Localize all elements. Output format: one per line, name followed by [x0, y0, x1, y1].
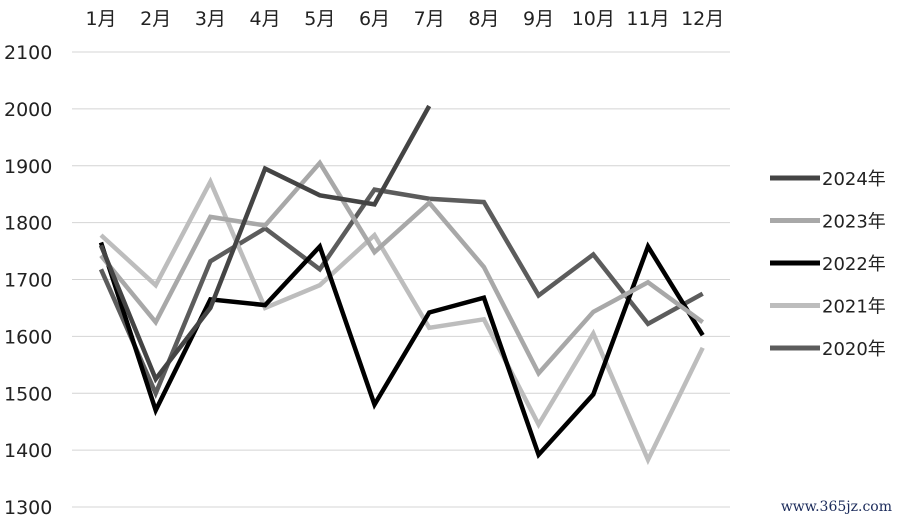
x-tick-label: 7月	[414, 8, 445, 30]
x-tick-label: 3月	[195, 8, 226, 30]
y-tick-label: 1900	[4, 156, 52, 178]
x-tick-label: 5月	[304, 8, 335, 30]
x-tick-label: 11月	[626, 8, 669, 30]
legend-label-3: 2021年	[822, 297, 886, 318]
y-tick-label: 1700	[4, 270, 52, 292]
y-tick-label: 2000	[4, 99, 52, 121]
x-tick-label: 6月	[359, 8, 390, 30]
x-tick-label: 4月	[250, 8, 281, 30]
x-tick-label: 2月	[140, 8, 171, 30]
y-tick-label: 1300	[4, 497, 52, 519]
x-axis-labels: 1月 2月 3月 4月 5月 6月 7月 8月 9月 10月 11月 12月	[85, 8, 724, 30]
legend-label-2: 2022年	[822, 254, 886, 275]
watermark: www.365jz.com	[780, 499, 892, 515]
y-tick-label: 1400	[4, 440, 52, 462]
series-line-2	[98, 241, 705, 460]
x-tick-label: 10月	[572, 8, 615, 30]
series-line-4	[98, 187, 704, 400]
y-tick-label: 1500	[4, 383, 52, 405]
y-tick-label: 1600	[4, 326, 52, 348]
legend-label-0: 2024年	[822, 169, 886, 190]
series-line-0	[98, 104, 432, 384]
y-tick-label: 1800	[4, 213, 52, 235]
x-tick-label: 12月	[681, 8, 724, 30]
legend-label-4: 2020年	[822, 339, 886, 360]
series-line-1	[99, 159, 705, 378]
series-line-3	[99, 176, 705, 466]
x-tick-label: 1月	[85, 8, 116, 30]
y-axis-labels: 1300 1400 1500 1600 1700 1800 1900 2000 2100	[4, 42, 52, 519]
x-tick-label: 8月	[468, 8, 499, 30]
legend: 2024年 2023年 2022年 2021年 2020年	[770, 169, 886, 360]
y-tick-label: 2100	[4, 42, 52, 64]
x-tick-label: 9月	[523, 8, 554, 30]
series-lines	[98, 104, 705, 466]
legend-label-1: 2023年	[822, 212, 886, 233]
